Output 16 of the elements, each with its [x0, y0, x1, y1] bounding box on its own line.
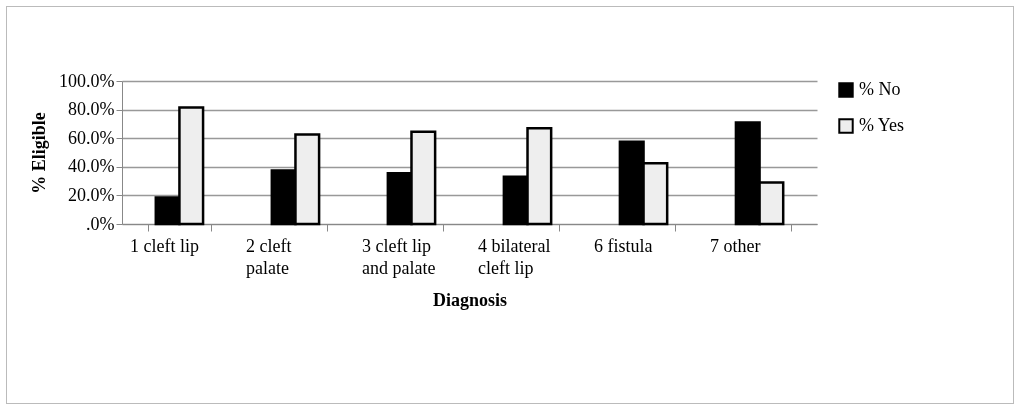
y-tick-label: 40.0% — [68, 156, 115, 177]
x-tick-label: 6 fistula — [594, 235, 653, 256]
y-axis-title: % Eligible — [29, 112, 50, 194]
y-tick-label: 80.0% — [68, 99, 115, 120]
x-tick-label: 2 cleft palate — [245, 235, 292, 278]
x-axis-title: Diagnosis — [432, 289, 508, 310]
x-tick-label: 3 cleft lip and palate — [361, 235, 436, 278]
legend-label: % Yes — [859, 115, 905, 135]
y-tick-label: 60.0% — [68, 127, 115, 148]
x-tick-label: 7 other — [710, 235, 761, 256]
y-tick-label: .0% — [86, 213, 115, 234]
legend-label: % No — [859, 79, 901, 99]
x-tick-label: 1 cleft lip — [129, 235, 199, 256]
y-tick-label: 20.0% — [68, 184, 115, 205]
x-tick-label: 4 bilateral cleft lip — [478, 235, 551, 278]
y-tick-label: 100.0% — [59, 70, 115, 91]
